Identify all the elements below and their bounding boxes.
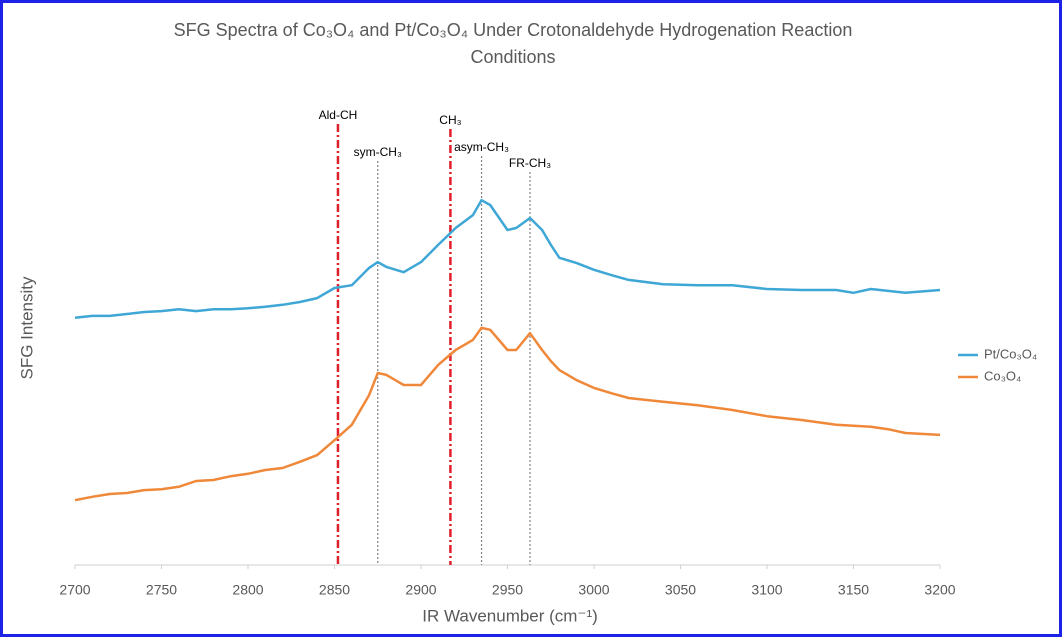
series-line [74, 326, 941, 502]
x-tick-label: 3150 [838, 582, 869, 598]
x-tick-label: 2700 [59, 582, 90, 598]
y-axis-label: SFG Intensity [17, 276, 36, 379]
x-tick-label: 2800 [232, 582, 263, 598]
x-tick-label: 3000 [578, 582, 609, 598]
x-tick-label: 3200 [924, 582, 955, 598]
legend-label: Pt/Co₃O₄ [984, 346, 1037, 361]
annotation-label: CH₃ [439, 113, 461, 127]
x-tick-label: 2850 [319, 582, 350, 598]
x-axis-label: IR Wavenumber (cm⁻¹) [422, 606, 598, 625]
x-tick-label: 2900 [405, 582, 436, 598]
chart: SFG Spectra of Co₃O₄ and Pt/Co₃O₄ Under … [17, 20, 1037, 626]
annotation-label: Ald-CH [319, 108, 358, 122]
series-line [74, 198, 941, 320]
x-tick-label: 2750 [146, 582, 177, 598]
x-tick-label: 3100 [751, 582, 782, 598]
annotation-label: asym-CH₃ [454, 140, 509, 154]
legend-label: Co₃O₄ [984, 368, 1021, 383]
chart-title: SFG Spectra of Co₃O₄ and Pt/Co₃O₄ Under … [174, 20, 853, 40]
x-tick-label: 3050 [665, 582, 696, 598]
annotation-label: FR-CH₃ [509, 156, 551, 170]
chart-subtitle: Conditions [470, 47, 555, 67]
x-tick-label: 2950 [492, 582, 523, 598]
annotation-label: sym-CH₃ [354, 145, 402, 159]
